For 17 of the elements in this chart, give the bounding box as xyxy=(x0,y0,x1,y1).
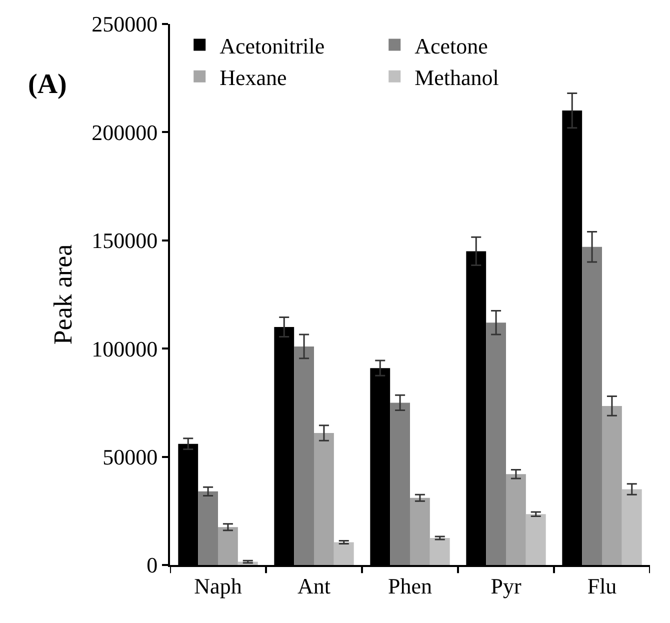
y-axis-title: Peak area xyxy=(48,244,78,345)
legend-label: Acetonitrile xyxy=(220,33,325,58)
x-tick-label: Phen xyxy=(388,573,432,598)
y-tick-label: 0 xyxy=(146,552,158,578)
legend-label: Hexane xyxy=(220,64,287,90)
y-tick-label: 200000 xyxy=(92,120,158,145)
x-tick-label: Pyr xyxy=(490,573,522,598)
y-tick-label: 50000 xyxy=(102,444,158,470)
legend-label: Acetone xyxy=(414,33,488,58)
y-tick-label: 150000 xyxy=(92,228,158,254)
y-tick-label: 100000 xyxy=(92,336,158,362)
y-tick-label: 250000 xyxy=(92,12,158,37)
legend-label: Methanol xyxy=(414,64,499,90)
x-tick-label: Flu xyxy=(587,573,617,598)
x-tick-label: Naph xyxy=(194,573,242,598)
text: (A) xyxy=(28,69,67,100)
x-tick-label: Ant xyxy=(298,573,330,598)
